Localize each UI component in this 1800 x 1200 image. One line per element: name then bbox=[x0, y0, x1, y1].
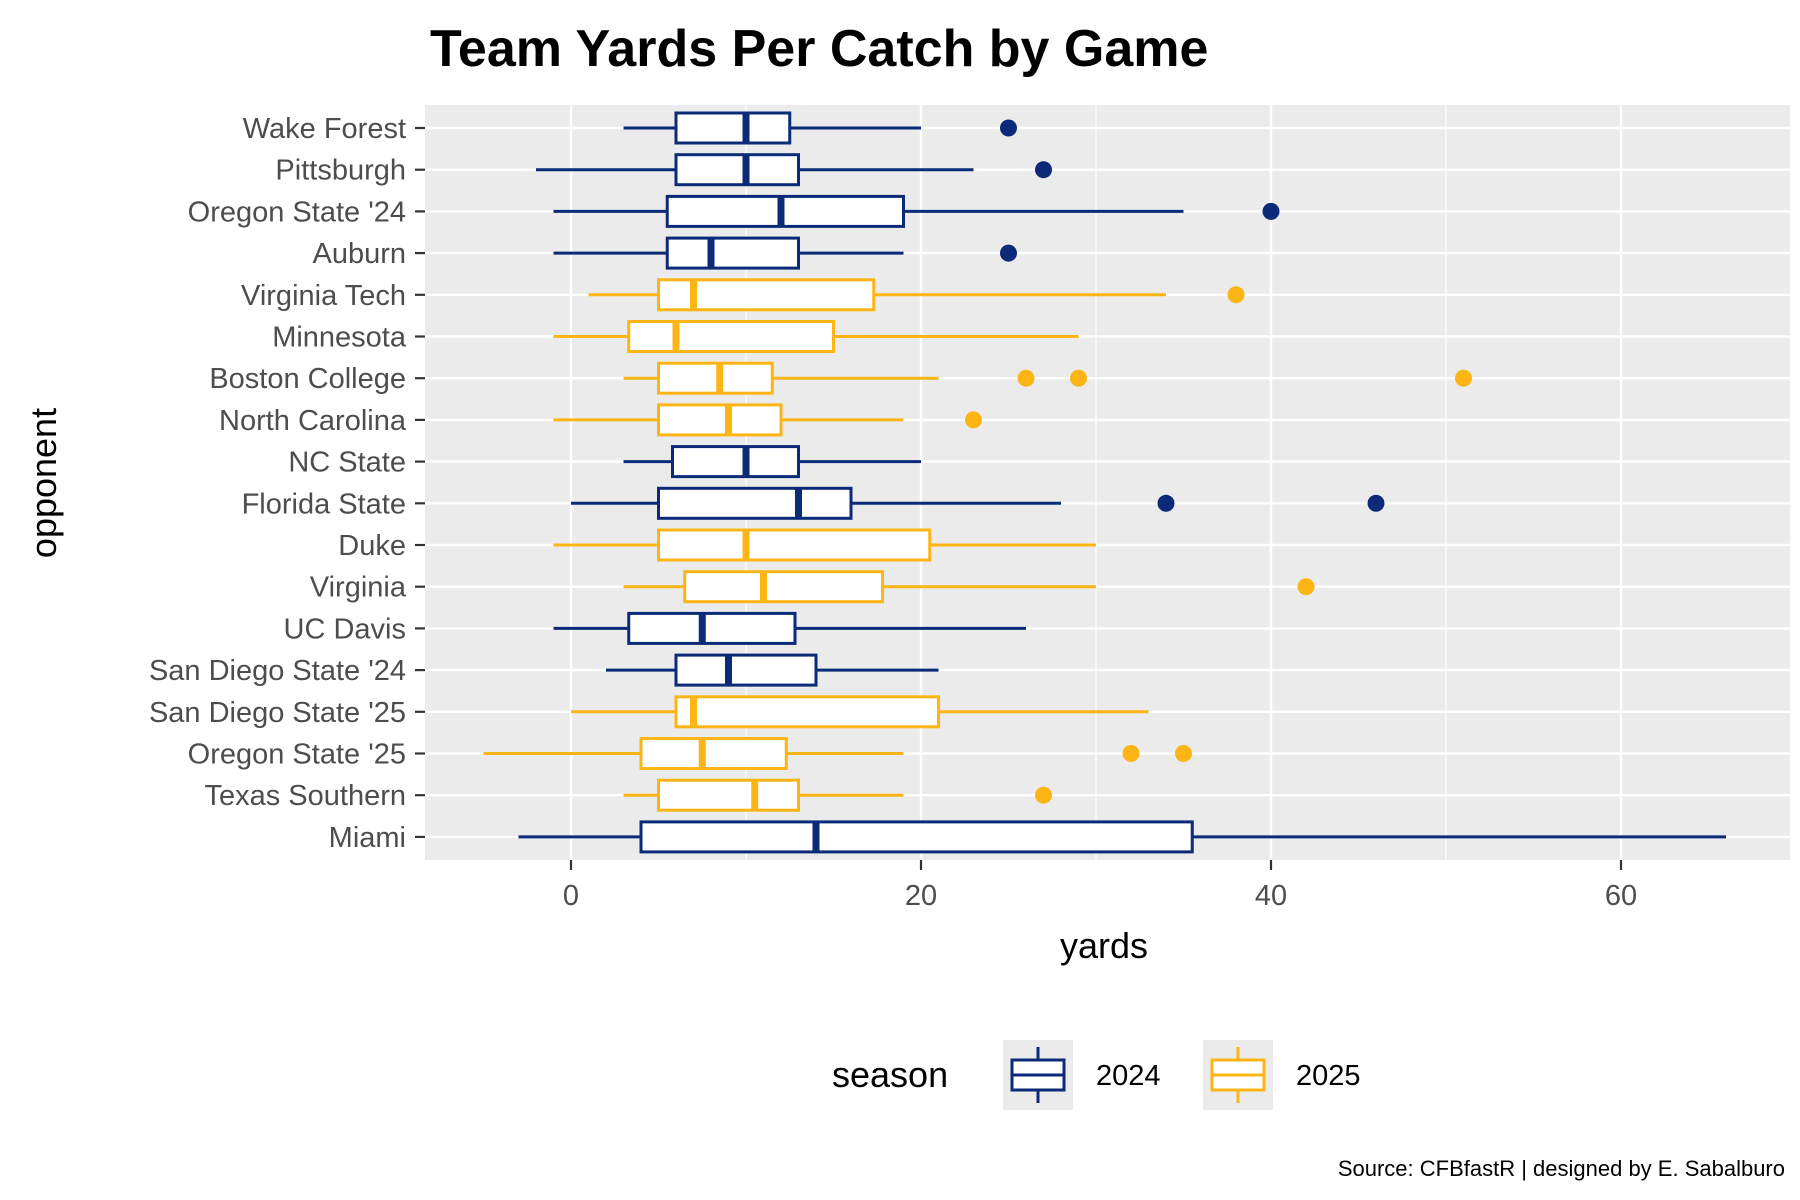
outlier-point bbox=[1017, 369, 1035, 387]
y-tick-label: Auburn bbox=[312, 238, 406, 270]
box-san-diego-state-24 bbox=[606, 653, 939, 687]
y-tick-label: Boston College bbox=[209, 363, 406, 395]
y-tick-label: North Carolina bbox=[219, 405, 407, 437]
outlier-point bbox=[1262, 202, 1280, 220]
box-wake-forest bbox=[623, 111, 1017, 145]
box-virginia-tech bbox=[588, 278, 1245, 312]
caption: Source: CFBfastR | designed by E. Sabalb… bbox=[1338, 1156, 1785, 1181]
box-iqr bbox=[657, 778, 800, 812]
y-tick-label: Virginia bbox=[310, 572, 407, 604]
x-tick-label: 60 bbox=[1605, 880, 1637, 912]
box-iqr bbox=[627, 320, 835, 353]
y-tick-label: Virginia Tech bbox=[241, 280, 406, 312]
y-tick-label: San Diego State '24 bbox=[149, 655, 406, 687]
box-duke bbox=[553, 528, 1096, 562]
box-iqr bbox=[674, 111, 792, 145]
box-minnesota bbox=[553, 320, 1079, 353]
legend-item-2025: 2025 bbox=[1203, 1040, 1361, 1110]
outlier-point bbox=[1035, 161, 1052, 179]
y-tick-label: Pittsburgh bbox=[275, 155, 406, 187]
outlier-point bbox=[1070, 369, 1087, 387]
box-florida-state bbox=[571, 486, 1385, 520]
box-iqr bbox=[683, 570, 884, 604]
outlier-point bbox=[1455, 369, 1472, 387]
box-iqr bbox=[674, 653, 818, 687]
chart-title: Team Yards Per Catch by Game bbox=[430, 20, 1208, 78]
outlier-point bbox=[1297, 578, 1315, 596]
y-tick-label: Miami bbox=[329, 822, 406, 854]
outlier-point bbox=[1175, 745, 1192, 762]
y-axis: Wake Forest Pittsburgh Oregon State '24 Aub… bbox=[149, 113, 425, 854]
box-oregon-state-24 bbox=[553, 194, 1280, 228]
box-pittsburgh bbox=[536, 153, 1052, 187]
outlier-point bbox=[1157, 494, 1175, 512]
y-axis-title: opponent bbox=[23, 408, 64, 558]
outlier-point bbox=[1367, 494, 1385, 512]
box-iqr bbox=[671, 445, 800, 479]
box-iqr bbox=[657, 361, 774, 395]
y-tick-label: Texas Southern bbox=[204, 780, 406, 812]
y-tick-label: Minnesota bbox=[272, 322, 407, 354]
x-tick-label: 0 bbox=[563, 880, 579, 912]
x-tick-label: 40 bbox=[1255, 880, 1287, 912]
legend-label: 2025 bbox=[1296, 1060, 1361, 1092]
box-oregon-state-25 bbox=[483, 737, 1192, 770]
box-auburn bbox=[553, 236, 1017, 270]
box-iqr bbox=[657, 486, 853, 520]
boxes bbox=[483, 111, 1726, 854]
box-iqr bbox=[674, 153, 800, 187]
y-tick-label: UC Davis bbox=[284, 613, 406, 645]
outlier-point bbox=[1035, 786, 1052, 804]
box-iqr bbox=[665, 194, 905, 228]
x-tick-label: 20 bbox=[905, 880, 937, 912]
x-axis-title: yards bbox=[1060, 925, 1148, 966]
box-san-diego-state-25 bbox=[571, 695, 1149, 729]
box-miami bbox=[518, 820, 1726, 854]
box-iqr bbox=[657, 528, 932, 562]
y-tick-label: San Diego State '25 bbox=[149, 697, 406, 729]
outlier-point bbox=[1000, 244, 1017, 262]
legend: season 2024 2025 bbox=[832, 1040, 1361, 1110]
box-iqr bbox=[639, 820, 1194, 854]
y-tick-label: NC State bbox=[288, 447, 406, 479]
box-iqr bbox=[665, 236, 800, 270]
box-nc-state bbox=[623, 445, 921, 479]
y-tick-label: Oregon State '25 bbox=[188, 739, 406, 771]
x-axis: 0 20 40 60 bbox=[563, 860, 1637, 912]
outlier-point bbox=[965, 411, 982, 429]
plot-panel bbox=[425, 105, 1790, 860]
outlier-point bbox=[1122, 745, 1140, 762]
box-iqr bbox=[627, 611, 797, 645]
y-tick-label: Wake Forest bbox=[243, 113, 406, 145]
y-tick-label: Duke bbox=[338, 530, 406, 562]
outlier-point bbox=[1227, 286, 1245, 304]
box-iqr bbox=[674, 695, 940, 729]
box-north-carolina bbox=[553, 403, 982, 437]
legend-title: season bbox=[832, 1054, 948, 1095]
box-iqr bbox=[639, 737, 788, 770]
legend-item-2024: 2024 bbox=[1003, 1040, 1161, 1110]
box-texas-southern bbox=[623, 778, 1052, 812]
y-tick-label: Oregon State '24 bbox=[188, 196, 406, 228]
box-uc-davis bbox=[553, 611, 1026, 645]
box-boston-college bbox=[623, 361, 1472, 395]
outlier-point bbox=[1000, 119, 1017, 137]
legend-label: 2024 bbox=[1096, 1060, 1161, 1092]
box-virginia bbox=[623, 570, 1315, 604]
y-tick-label: Florida State bbox=[242, 488, 406, 520]
box-iqr bbox=[657, 403, 783, 437]
